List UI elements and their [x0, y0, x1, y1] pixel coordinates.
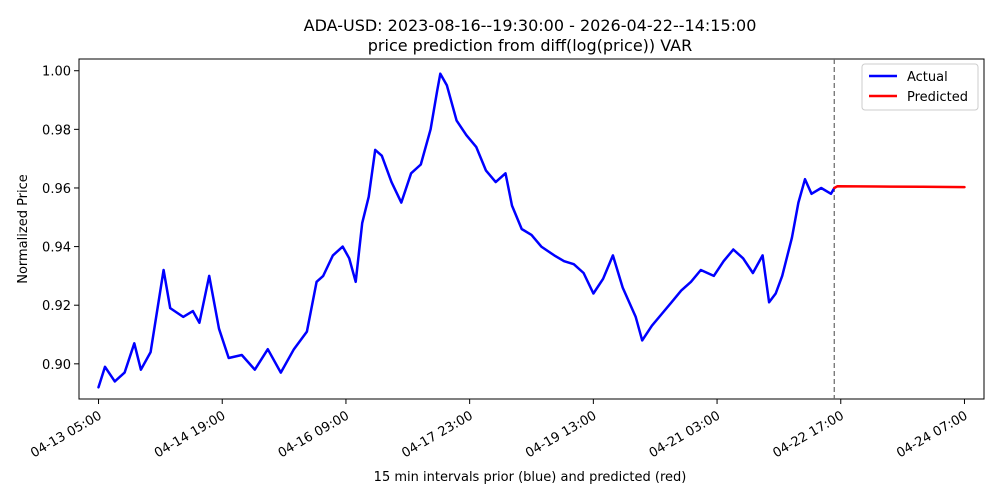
x-tick-label: 04-24 07:00 [894, 408, 970, 461]
legend-actual-label: Actual [907, 70, 948, 85]
legend: Actual Predicted [861, 63, 979, 111]
chart-title: ADA-USD: 2023-08-16--19:30:00 - 2026-04-… [304, 16, 757, 35]
x-tick-label: 04-21 03:00 [647, 408, 723, 461]
x-tick-label: 04-22 17:00 [771, 408, 847, 461]
y-tick-label: 0.94 [42, 241, 71, 256]
x-tick-label: 04-13 05:00 [28, 408, 104, 461]
legend-predicted-label: Predicted [907, 90, 968, 105]
x-tick-label: 04-19 13:00 [523, 408, 599, 461]
chart-subtitle: price prediction from diff(log(price)) V… [368, 36, 692, 55]
x-axis-label: 15 min intervals prior (blue) and predic… [374, 470, 687, 485]
y-axis-ticks: 0.90 0.92 0.94 0.96 0.98 1.00 [42, 65, 79, 373]
y-tick-label: 0.90 [42, 358, 71, 373]
y-tick-label: 1.00 [42, 65, 71, 80]
plot-area [78, 58, 985, 400]
x-axis-ticks: 04-13 05:00 04-14 19:00 04-16 09:00 04-17 2… [28, 399, 970, 461]
x-tick-label: 04-16 09:00 [276, 408, 352, 461]
y-tick-label: 0.96 [42, 182, 71, 197]
x-tick-label: 04-17 23:00 [399, 408, 475, 461]
series-layer [97, 72, 966, 389]
x-tick-label: 04-14 19:00 [152, 408, 228, 461]
y-axis-label: Normalized Price [16, 174, 31, 284]
y-tick-label: 0.98 [42, 123, 71, 138]
actual-price-line [97, 72, 836, 389]
predicted-price-line [833, 184, 966, 190]
y-tick-label: 0.92 [42, 299, 71, 314]
